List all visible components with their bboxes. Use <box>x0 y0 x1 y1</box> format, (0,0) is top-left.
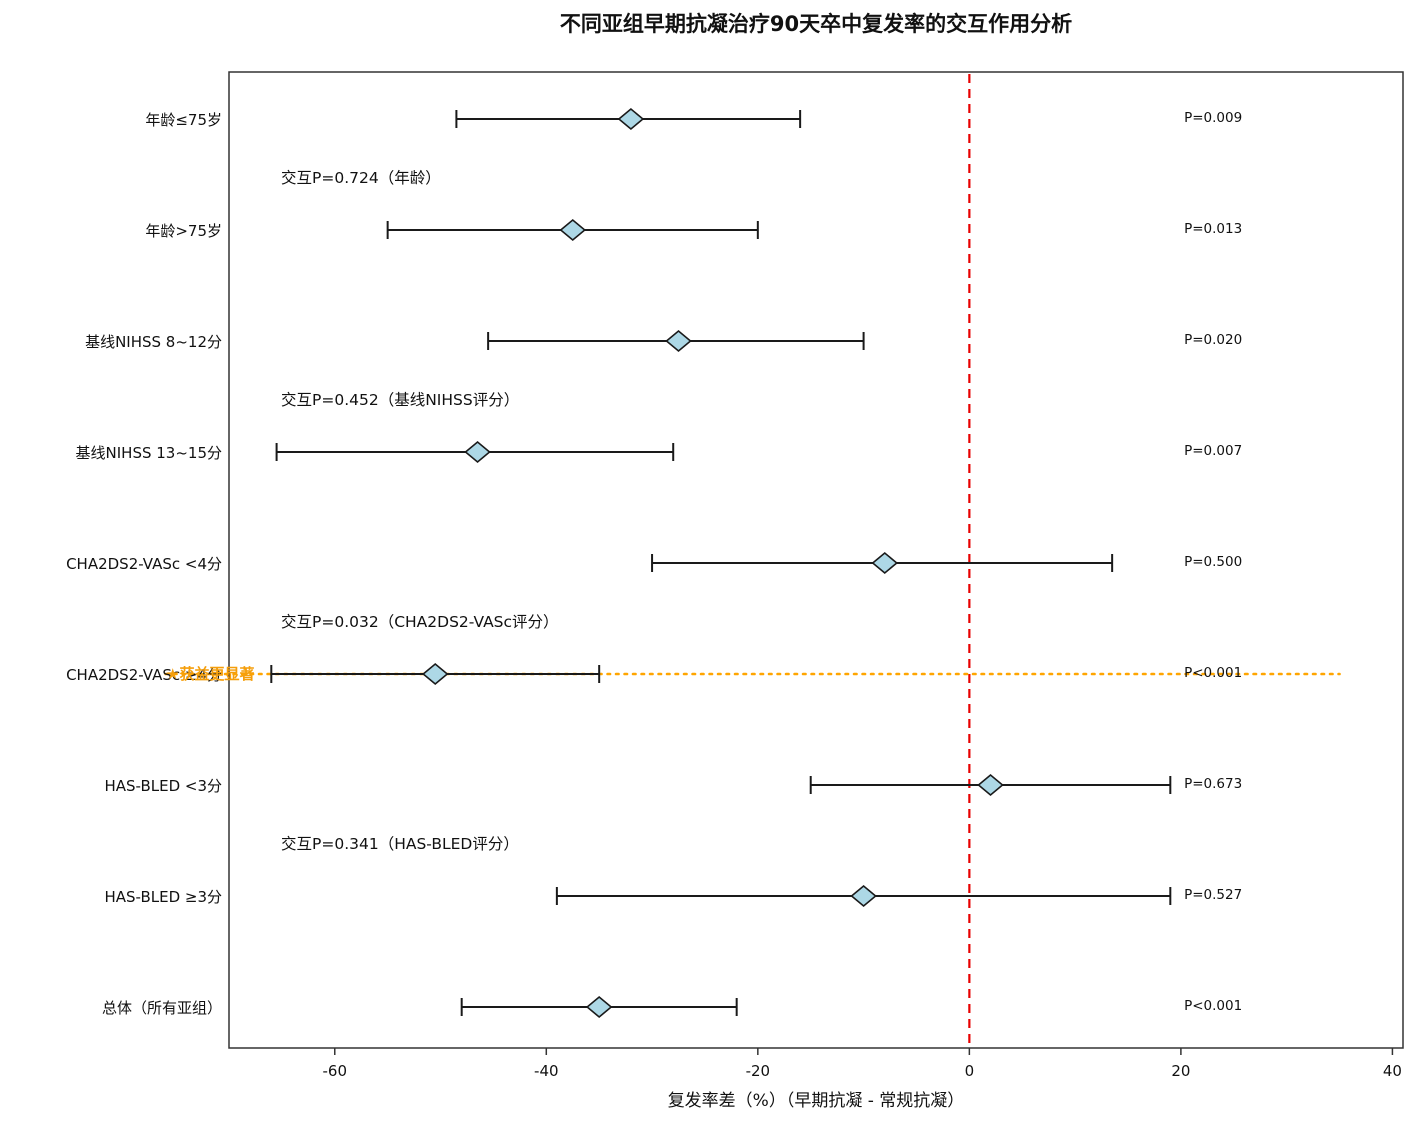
forest-row-label: CHA2DS2-VASc <4分 <box>66 555 222 573</box>
p-value-label: P=0.007 <box>1184 443 1243 459</box>
interaction-p-annotation: 交互P=0.341（HAS-BLED评分） <box>281 834 519 853</box>
interaction-p-annotation: 交互P=0.452（基线NIHSS评分） <box>281 390 520 409</box>
p-value-label: P=0.527 <box>1184 887 1243 903</box>
p-value-label: P=0.013 <box>1184 221 1243 237</box>
x-tick-label: -40 <box>534 1062 559 1080</box>
plot-border <box>228 71 1404 1049</box>
benefit-highlight-note: ★获益更显著 <box>166 665 255 683</box>
point-marker-diamond <box>977 773 1004 797</box>
x-tick-label: -60 <box>322 1062 348 1080</box>
p-value-label: P=0.673 <box>1184 776 1243 792</box>
forest-row-label: 总体（所有亚组） <box>101 999 222 1017</box>
x-tick-label: 20 <box>1171 1062 1191 1080</box>
interaction-p-annotation: 交互P=0.032（CHA2DS2-VASc评分） <box>281 612 559 631</box>
forest-row-label: HAS-BLED <3分 <box>104 777 223 795</box>
x-tick-label: 40 <box>1382 1062 1402 1080</box>
point-marker-diamond <box>871 551 898 575</box>
point-marker-diamond <box>559 218 586 242</box>
p-value-label: P=0.020 <box>1184 332 1243 348</box>
forest-row-label: HAS-BLED ≥3分 <box>104 888 223 906</box>
x-tick-label: 0 <box>964 1062 975 1080</box>
p-value-label: P=0.500 <box>1184 554 1243 570</box>
forest-row-label: 基线NIHSS 8~12分 <box>85 333 222 351</box>
p-value-label: P=0.009 <box>1184 110 1243 126</box>
x-axis-label: 复发率差（%）（早期抗凝 - 常规抗凝） <box>667 1091 965 1111</box>
point-marker-diamond <box>617 107 645 131</box>
p-value-label: P<0.001 <box>1184 998 1243 1014</box>
point-marker-diamond <box>665 329 692 353</box>
forest-row-label: 年龄≤75岁 <box>145 111 222 129</box>
p-value-label: P<0.001 <box>1184 665 1243 681</box>
interaction-p-annotation: 交互P=0.724（年龄） <box>281 168 441 187</box>
forest-row-label: 年龄>75岁 <box>145 222 222 240</box>
chart-title: 不同亚组早期抗凝治疗90天卒中复发率的交互作用分析 <box>559 12 1073 36</box>
forest-row-label: CHA2DS2-VASc ≥4分 <box>66 666 222 684</box>
point-marker-diamond <box>421 662 449 686</box>
forest-row-label: 基线NIHSS 13~15分 <box>75 444 222 462</box>
x-tick-label: -20 <box>745 1062 771 1080</box>
point-marker-diamond <box>585 995 613 1019</box>
point-marker-diamond <box>850 884 877 908</box>
point-marker-diamond <box>464 440 491 464</box>
